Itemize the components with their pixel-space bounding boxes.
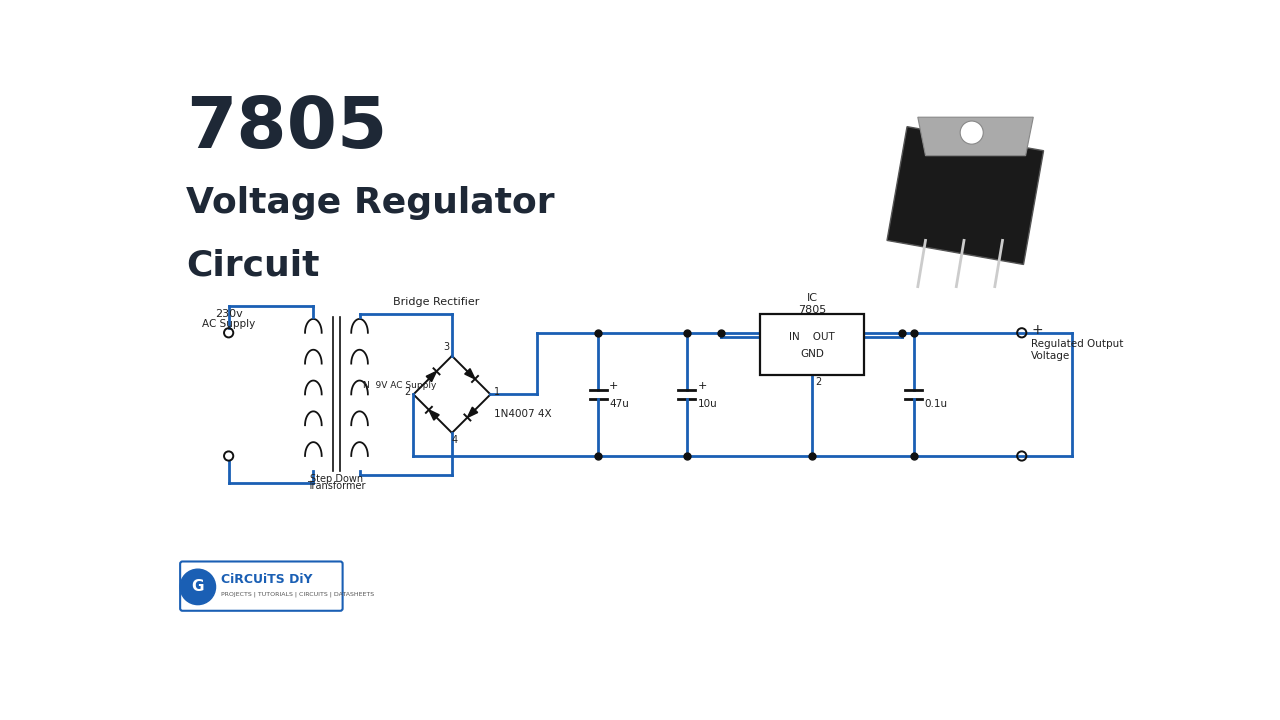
Text: Voltage: Voltage <box>1030 351 1070 361</box>
Text: 1: 1 <box>855 320 861 330</box>
Polygon shape <box>465 369 475 379</box>
Text: 10u: 10u <box>698 399 717 409</box>
Text: 230v: 230v <box>215 309 242 319</box>
FancyBboxPatch shape <box>180 562 343 611</box>
Polygon shape <box>429 410 439 420</box>
Polygon shape <box>918 117 1033 156</box>
Bar <box>760 313 864 375</box>
Text: G: G <box>192 580 204 595</box>
Text: IN    OUT: IN OUT <box>788 332 835 342</box>
Text: PROJECTS | TUTORIALS | CIRCUITS | DATASHEETS: PROJECTS | TUTORIALS | CIRCUITS | DATASH… <box>221 591 374 597</box>
Text: 4: 4 <box>451 435 457 445</box>
Text: +: + <box>698 382 707 391</box>
Polygon shape <box>467 408 477 418</box>
Text: 47u: 47u <box>609 399 628 409</box>
Text: Transformer: Transformer <box>307 482 366 492</box>
Text: Bridge Rectifier: Bridge Rectifier <box>393 297 480 307</box>
Circle shape <box>960 121 983 144</box>
Polygon shape <box>426 372 436 382</box>
Text: 2: 2 <box>404 387 411 397</box>
Text: CiRCUiTS DiY: CiRCUiTS DiY <box>221 573 312 587</box>
Text: +: + <box>1032 323 1043 338</box>
Text: 1: 1 <box>494 387 499 397</box>
Text: +: + <box>609 382 618 391</box>
Text: AC Supply: AC Supply <box>202 319 255 329</box>
Text: IC: IC <box>806 293 818 303</box>
Text: Circuit: Circuit <box>187 248 320 282</box>
Text: 7805: 7805 <box>797 305 826 315</box>
Text: GND: GND <box>800 348 824 359</box>
Text: 7805: 7805 <box>187 94 388 163</box>
Circle shape <box>180 570 215 605</box>
Text: Regulated Output: Regulated Output <box>1030 339 1124 349</box>
Text: 1N4007 4X: 1N4007 4X <box>494 409 552 418</box>
Text: Voltage Regulator: Voltage Regulator <box>187 186 556 220</box>
Bar <box>887 127 1043 264</box>
Text: 0.1u: 0.1u <box>924 399 948 409</box>
Text: Step Down: Step Down <box>310 474 364 484</box>
Text: 3: 3 <box>763 320 769 330</box>
Text: N  9V AC Supply: N 9V AC Supply <box>364 381 436 390</box>
Text: 3: 3 <box>443 342 449 352</box>
Text: 2: 2 <box>815 377 822 387</box>
